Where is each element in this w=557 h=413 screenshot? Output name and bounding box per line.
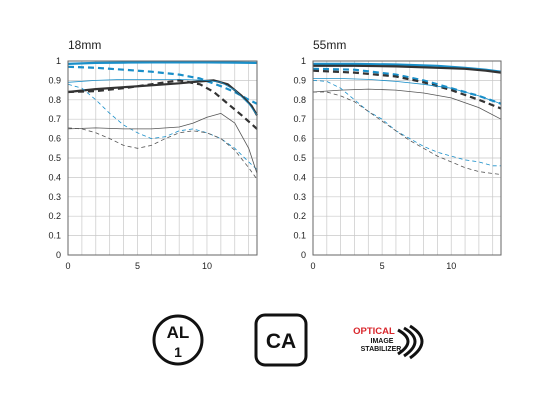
y-tick-label: 0.8 [293,95,306,105]
chart-title: 18mm [68,38,101,52]
al-badge-count: 1 [174,344,182,360]
plot-frame [67,60,258,256]
series-line-4 [67,79,258,116]
series-line-3 [312,69,502,110]
x-tick-label: 0 [65,261,70,271]
ois-wave-icon [403,326,417,358]
x-tick-label: 0 [310,261,315,271]
y-tick-label: 0.6 [293,134,306,144]
series-line-6 [67,113,258,174]
ois-line3: STABILIZER [361,346,402,353]
ois-wave-icon [397,328,410,356]
ois-line2: IMAGE [371,338,394,345]
x-tick-label: 5 [380,261,385,271]
y-tick-label: 1 [301,56,306,66]
ca-badge: CA [254,313,308,367]
y-tick-label: 0.2 [48,211,61,221]
al-badge-label: AL [167,323,190,342]
x-tick-label: 10 [446,261,456,271]
y-tick-label: 0.2 [293,211,306,221]
ois-wave-icon [409,324,424,360]
chart-title: 55mm [313,38,346,52]
ca-badge-label: CA [266,330,296,353]
y-tick-label: 0.5 [48,153,61,163]
y-tick-label: 0.3 [293,192,306,202]
mtf-chart-55mm: 55mm 00.10.20.30.40.50.60.70.80.910 5 10 [293,38,502,271]
y-tick-label: 0.3 [48,192,61,202]
y-tick-label: 0.1 [48,231,61,241]
series-line-6 [312,80,501,167]
series-line-3 [67,79,258,130]
series-line-5 [67,83,258,170]
ca-badge-frame-icon [254,313,308,367]
mtf-chart-18mm: 18mm 00.10.20.30.40.50.60.70.80.910 5 10 [48,38,258,271]
y-tick-label: 0.7 [48,114,61,124]
y-tick-label: 0.4 [293,172,306,182]
series-line-7 [67,127,258,180]
al-badge-circle-icon [152,314,204,366]
y-tick-label: 0.8 [48,95,61,105]
y-tick-label: 0.1 [293,231,306,241]
y-tick-label: 1 [56,56,61,66]
series-line-0 [67,61,258,65]
y-tick-label: 0.5 [293,153,306,163]
optical-image-stabilizer-logo: OPTICAL IMAGE STABILIZER [353,324,424,360]
x-tick-label: 10 [202,261,212,271]
y-tick-label: 0.9 [48,75,61,85]
series-line-7 [313,91,502,175]
plot-frame [312,60,502,256]
x-tick-label: 5 [135,261,140,271]
series-line-4 [313,78,502,105]
y-tick-label: 0.9 [293,75,306,85]
series-line-5 [312,88,502,120]
series-line-1 [312,67,502,105]
al-aspherical-badge: AL 1 [152,314,204,366]
y-tick-label: 0.4 [48,172,61,182]
y-tick-label: 0.7 [293,114,306,124]
y-tick-label: 0 [301,250,306,260]
series-line-2 [313,64,502,74]
series-line-1 [67,65,258,105]
y-tick-label: 0 [56,250,61,260]
y-tick-label: 0.6 [48,134,61,144]
ois-line1: OPTICAL [353,326,395,337]
series-line-2 [67,79,258,116]
